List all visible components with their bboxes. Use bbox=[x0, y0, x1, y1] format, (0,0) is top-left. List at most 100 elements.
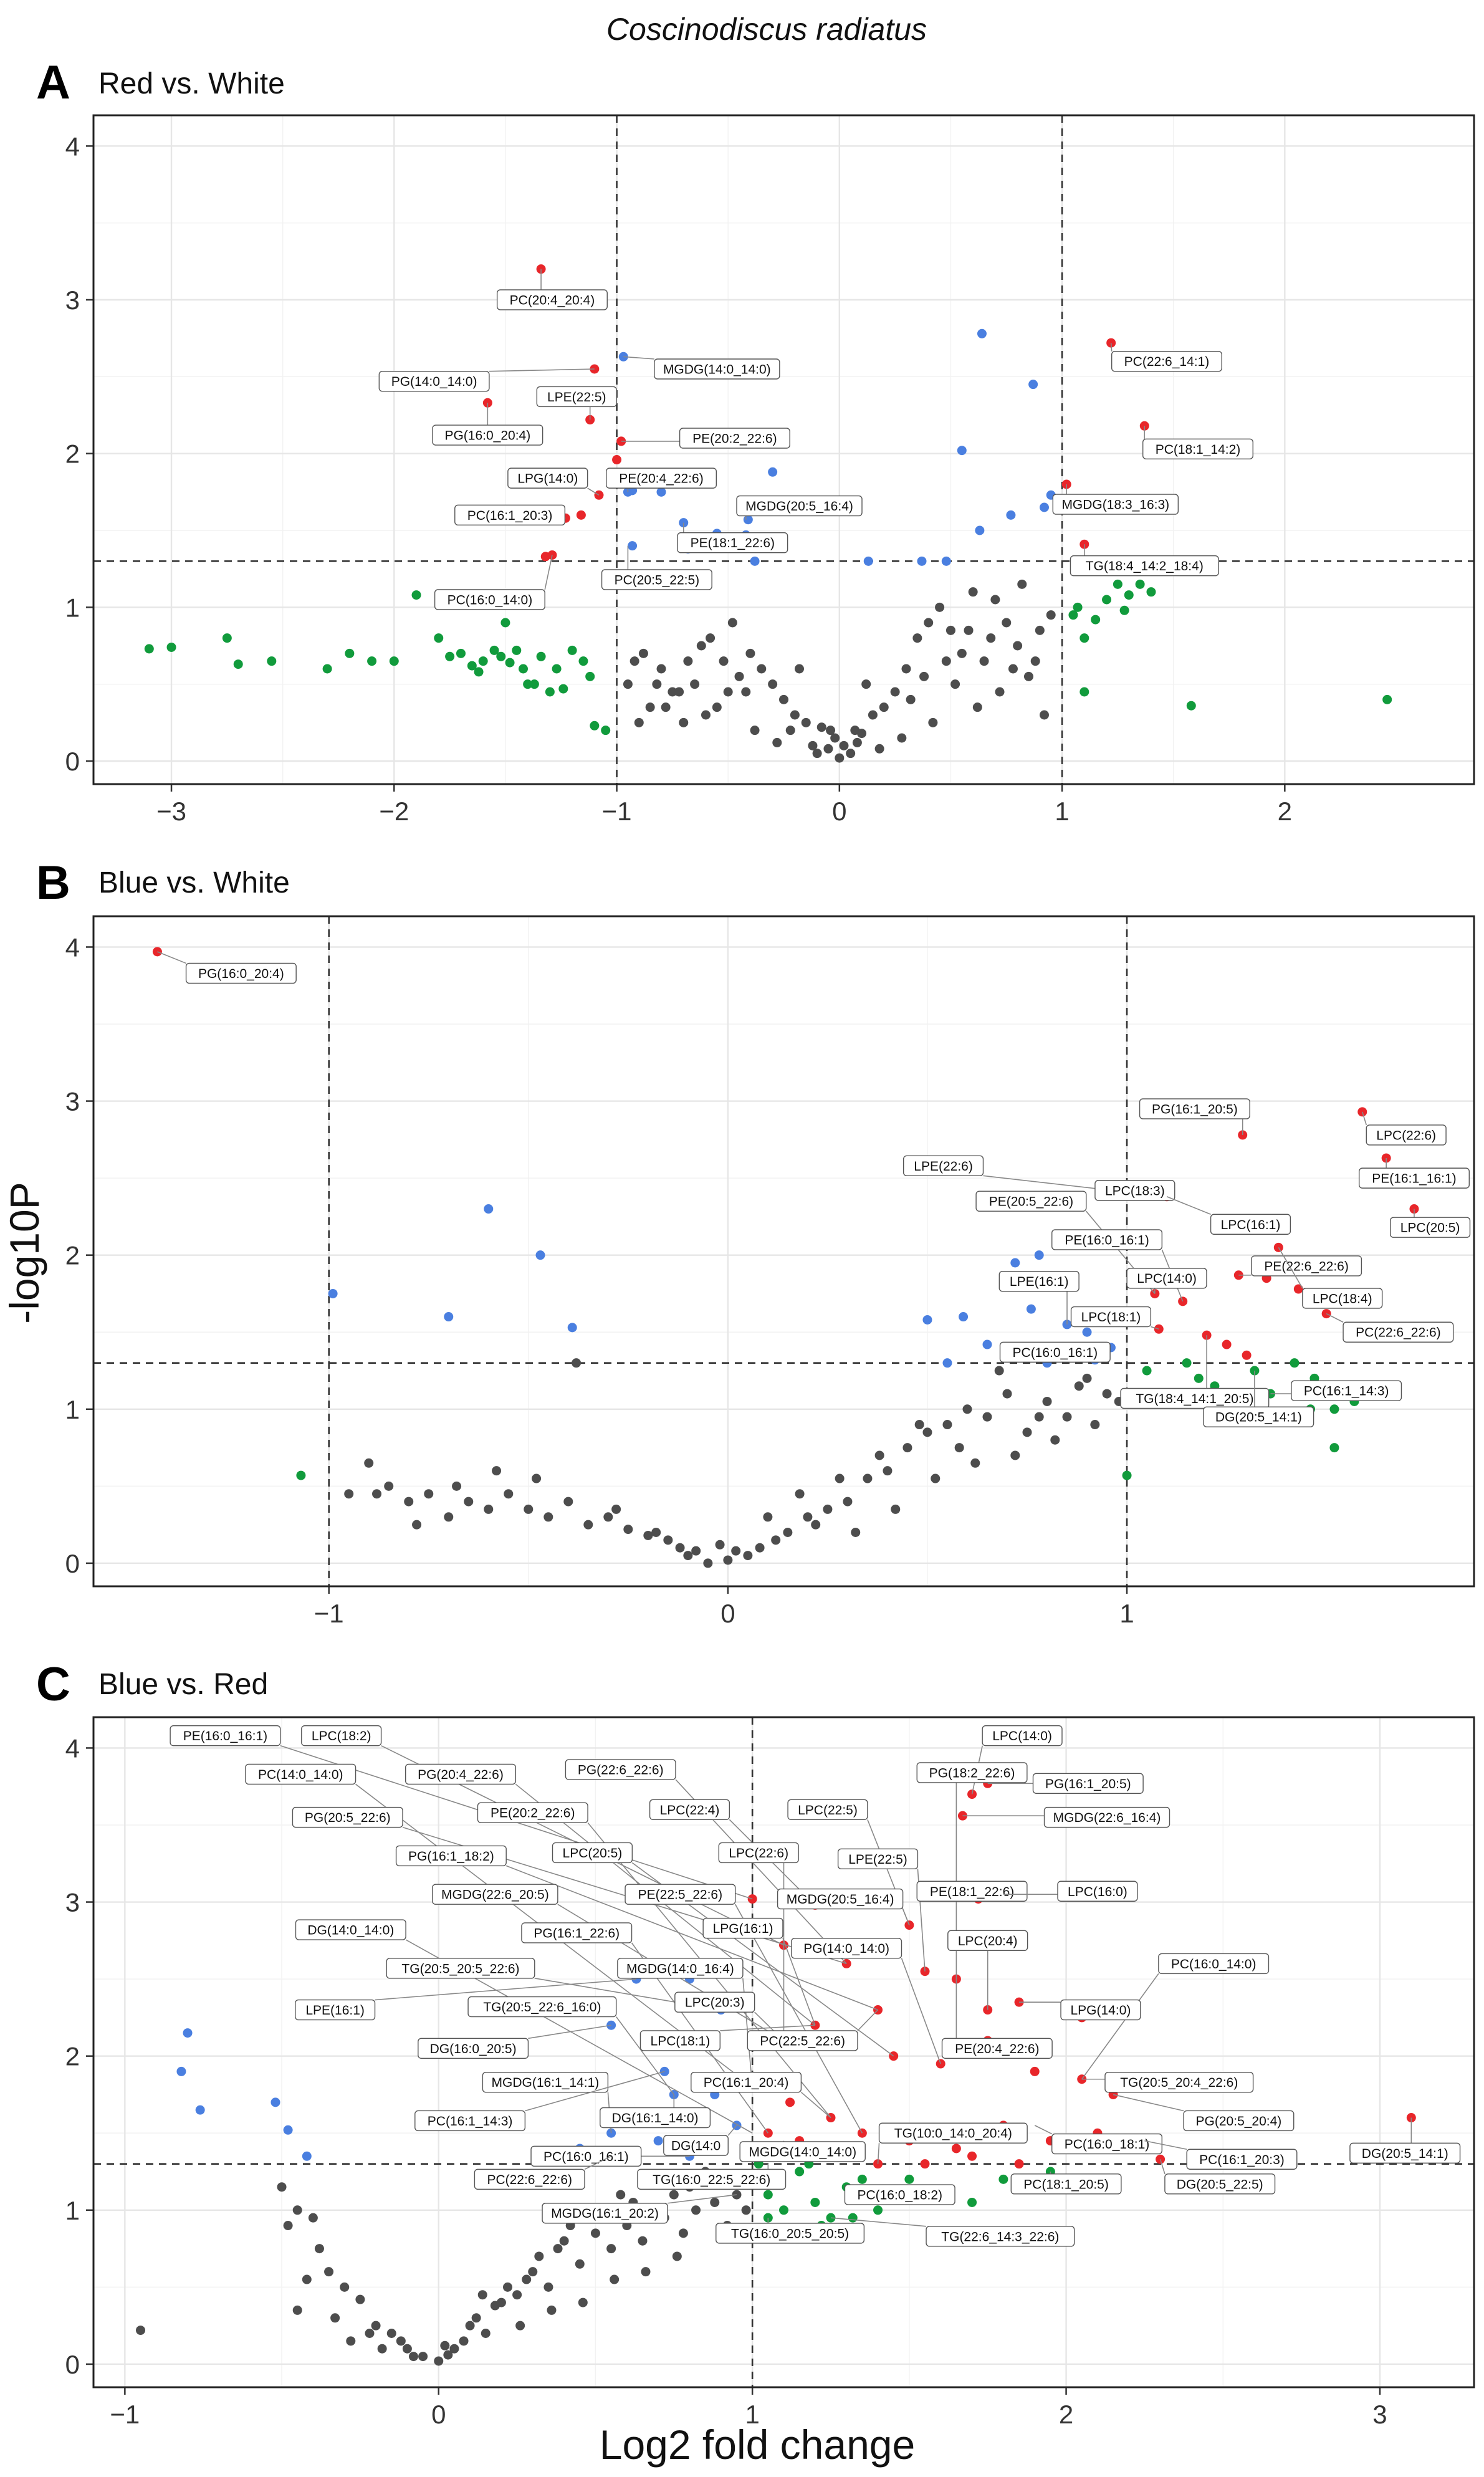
annotation-box bbox=[1070, 1306, 1152, 1328]
data-point-grey bbox=[710, 2197, 720, 2207]
point-label: PE(18:1_22:6) bbox=[930, 1885, 1014, 1899]
annotation-box bbox=[1158, 1953, 1270, 1975]
data-point-grey bbox=[674, 687, 684, 697]
data-point-grey bbox=[346, 2336, 356, 2346]
data-point-green bbox=[1102, 595, 1112, 605]
data-point-green bbox=[267, 656, 277, 666]
data-point-blue bbox=[484, 1204, 494, 1214]
data-point-grey bbox=[968, 587, 978, 597]
data-point-grey bbox=[344, 1489, 354, 1499]
y-tick-label: 1 bbox=[65, 593, 80, 622]
annotation-box bbox=[1142, 438, 1253, 459]
data-point-green bbox=[445, 651, 455, 661]
data-point-blue bbox=[1006, 510, 1016, 520]
point-label: PG(16:0_20:4) bbox=[444, 429, 530, 443]
data-point-blue bbox=[863, 556, 873, 566]
panel-a: A Red vs. White −3 −2 −1 0 1 2 0 1 2 3 4 PC(20:4_20:4… bbox=[36, 56, 1475, 826]
data-point-grey bbox=[790, 710, 800, 720]
point-label: TG(22:6_14:3_22:6) bbox=[941, 2230, 1059, 2244]
annotation-box bbox=[467, 1996, 617, 2018]
point-label: TG(16:0_20:5_20:5) bbox=[731, 2226, 849, 2241]
data-point-green bbox=[489, 645, 499, 655]
point-label: PC(18:1_14:2) bbox=[1156, 443, 1241, 457]
data-point-green bbox=[536, 651, 546, 661]
data-point-green bbox=[467, 661, 477, 671]
annotation-box bbox=[1164, 2173, 1276, 2195]
data-point-grey bbox=[471, 2313, 481, 2323]
data-point-grey bbox=[743, 1551, 753, 1561]
point-label: PC(16:0_14:0) bbox=[1171, 1957, 1257, 1972]
data-point-grey bbox=[982, 1412, 992, 1422]
point-label: LPE(22:6) bbox=[914, 1159, 973, 1174]
annotation-box bbox=[292, 1806, 403, 1828]
annotation-box bbox=[716, 2223, 865, 2244]
data-point-grey bbox=[835, 753, 845, 763]
data-point-grey bbox=[891, 1504, 901, 1514]
annotation-box bbox=[674, 1991, 755, 2013]
data-point-grey bbox=[340, 2282, 350, 2292]
data-point-blue bbox=[535, 1250, 545, 1260]
point-label: LPG(16:1) bbox=[713, 1922, 773, 1936]
data-point-grey bbox=[897, 733, 907, 743]
annotation-box bbox=[496, 289, 608, 310]
data-point-grey bbox=[603, 1512, 613, 1522]
data-point-grey bbox=[914, 1420, 924, 1430]
data-point-grey bbox=[901, 664, 911, 674]
annotation-box bbox=[1060, 1999, 1141, 2021]
data-point-grey bbox=[452, 1481, 462, 1491]
data-point-grey bbox=[1002, 1389, 1012, 1399]
data-point-grey bbox=[972, 702, 982, 712]
annotation-box bbox=[1349, 2142, 1461, 2164]
point-label: LPC(16:1) bbox=[1221, 1218, 1281, 1232]
data-point-grey bbox=[1039, 710, 1049, 720]
data-point-grey bbox=[852, 737, 862, 747]
point-label: TG(16:0_22:5_22:6) bbox=[653, 2173, 770, 2187]
point-label: LPC(20:5) bbox=[563, 1846, 623, 1861]
data-point-grey bbox=[611, 1504, 621, 1514]
data-point-grey bbox=[136, 2326, 146, 2336]
data-point-red bbox=[1030, 2066, 1040, 2076]
data-point-grey bbox=[364, 1458, 374, 1468]
annotation-box bbox=[606, 467, 717, 489]
annotation-box bbox=[1183, 2110, 1295, 2132]
data-point-grey bbox=[745, 648, 755, 658]
data-point-grey bbox=[957, 648, 967, 658]
data-point-grey bbox=[1035, 625, 1045, 635]
annotation-box bbox=[702, 1917, 783, 1939]
point-label: PG(22:6_22:6) bbox=[578, 1763, 664, 1778]
x-tick-label: −1 bbox=[314, 1599, 344, 1628]
annotation-box bbox=[916, 1881, 1028, 1902]
data-point-grey bbox=[449, 2344, 459, 2354]
annotation-box bbox=[405, 1763, 516, 1785]
data-point-grey bbox=[292, 2305, 302, 2315]
point-label: LPC(14:0) bbox=[992, 1729, 1052, 1743]
panel-label: C bbox=[36, 1658, 70, 1711]
point-label: LPC(22:5) bbox=[798, 1803, 858, 1818]
point-label: PC(16:0_16:1) bbox=[1013, 1346, 1098, 1360]
panel-title: Red vs. White bbox=[98, 67, 285, 100]
data-point-green bbox=[233, 659, 243, 669]
annotation-box bbox=[1291, 1380, 1402, 1401]
point-label: PC(20:5_22:5) bbox=[615, 573, 700, 587]
point-label: DG(16:1_14:0) bbox=[612, 2111, 699, 2125]
data-point-grey bbox=[330, 2313, 340, 2323]
data-point-grey bbox=[1017, 579, 1027, 589]
data-point-grey bbox=[912, 633, 922, 643]
data-point-grey bbox=[308, 2213, 318, 2223]
data-point-grey bbox=[623, 1525, 633, 1535]
data-point-grey bbox=[503, 2282, 512, 2292]
annotation-box bbox=[649, 1799, 730, 1820]
data-point-blue bbox=[941, 556, 951, 566]
data-point-grey bbox=[638, 2236, 648, 2246]
annotation-box bbox=[926, 2226, 1075, 2247]
point-label: LPC(20:4) bbox=[958, 1934, 1018, 1948]
point-label: MGDG(14:0_14:0) bbox=[663, 363, 771, 377]
data-point-grey bbox=[750, 726, 760, 735]
point-label: LPC(22:6) bbox=[729, 1846, 788, 1861]
annotation-leader-line bbox=[375, 1978, 636, 2001]
data-point-green bbox=[222, 633, 232, 643]
data-point-blue bbox=[1082, 1327, 1092, 1337]
annotation-box bbox=[418, 2038, 529, 2059]
point-label: PG(16:1_20:5) bbox=[1152, 1102, 1238, 1116]
data-point-grey bbox=[645, 702, 655, 712]
